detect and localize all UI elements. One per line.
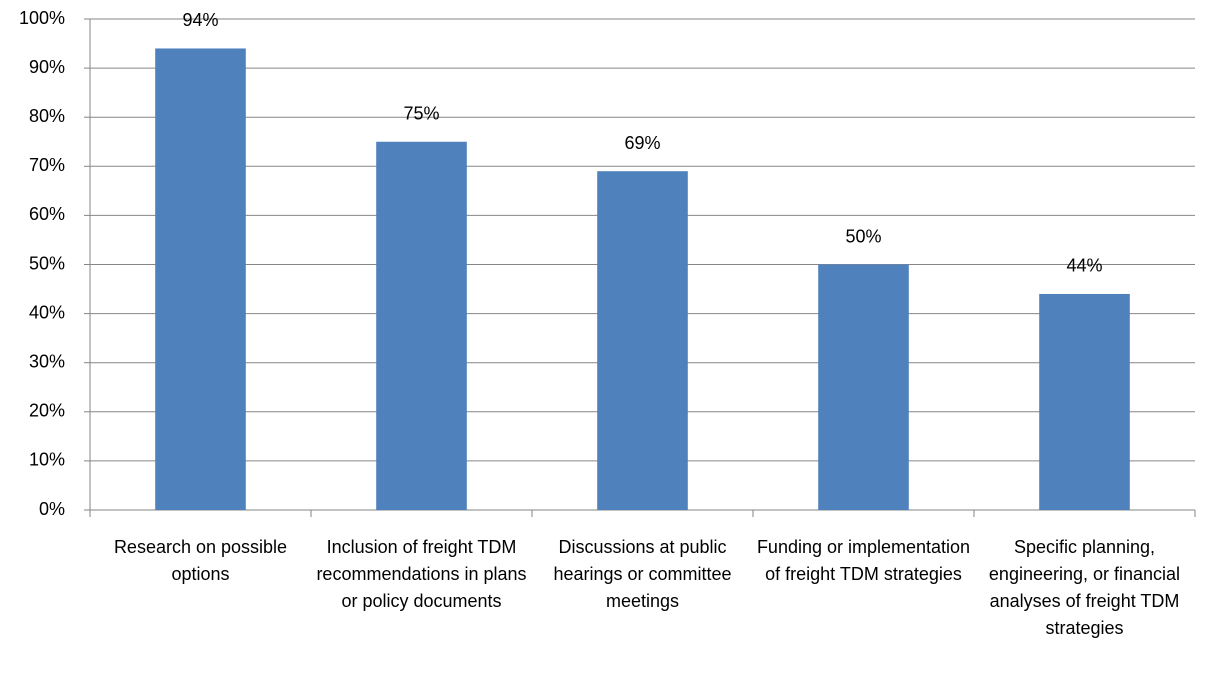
y-tick-label: 30%: [29, 351, 65, 371]
data-label: 94%: [182, 10, 218, 30]
bar: [376, 141, 467, 510]
bar: [818, 264, 909, 510]
y-tick-label: 90%: [29, 57, 65, 77]
y-tick-label: 70%: [29, 155, 65, 175]
y-tick-label: 100%: [19, 8, 65, 28]
bar: [155, 48, 246, 511]
y-tick-label: 20%: [29, 401, 65, 421]
y-tick-label: 80%: [29, 106, 65, 126]
data-label: 44%: [1066, 256, 1102, 276]
y-tick-label: 0%: [39, 499, 65, 519]
x-tick-label: Inclusion of freight TDM recommendations…: [316, 537, 527, 611]
x-tick-label: Discussions at public hearings or commit…: [553, 537, 732, 611]
bar: [597, 171, 688, 510]
y-tick-label: 50%: [29, 253, 65, 273]
x-tick-label: Specific planning, engineering, or finan…: [988, 537, 1181, 638]
y-tick-label: 60%: [29, 204, 65, 224]
bar: [1039, 293, 1130, 510]
x-tick-label: Funding or implementation of freight TDM…: [756, 537, 971, 584]
y-tick-label: 40%: [29, 302, 65, 322]
data-label: 50%: [845, 226, 881, 246]
data-label: 75%: [403, 104, 439, 124]
y-tick-label: 10%: [29, 450, 65, 470]
data-label: 69%: [624, 133, 660, 153]
x-tick-label: Research on possible options: [113, 537, 288, 584]
